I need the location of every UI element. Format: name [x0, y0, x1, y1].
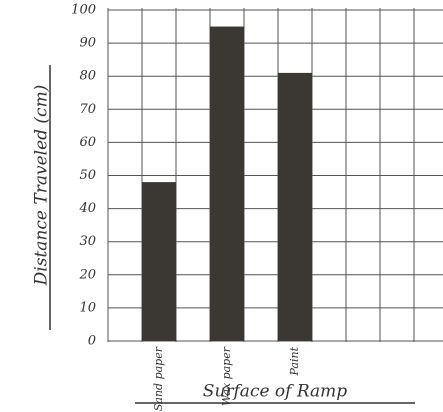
- x-axis-title: Surface of Ramp: [203, 382, 348, 402]
- x-tick-label: Paint: [288, 346, 301, 376]
- y-tick-label: 10: [79, 300, 96, 315]
- x-tick-label: Sand paper: [152, 346, 165, 411]
- y-tick-label: 30: [79, 234, 96, 249]
- y-tick-label: 100: [71, 3, 96, 18]
- y-tick-label: 20: [78, 267, 96, 282]
- y-tick-label: 90: [79, 36, 96, 51]
- y-tick-label: 70: [79, 102, 96, 117]
- y-axis-title: Distance Traveled (cm): [32, 85, 52, 287]
- bar: [142, 182, 176, 341]
- y-tick-label: 50: [79, 168, 96, 183]
- y-tick-label: 60: [79, 135, 96, 150]
- y-tick-label: 80: [79, 69, 96, 84]
- y-tick-label: 40: [78, 201, 96, 216]
- bar: [210, 26, 244, 342]
- bar: [278, 72, 312, 341]
- y-tick-label: 0: [88, 334, 96, 349]
- x-tick-label: Wax paper: [220, 346, 233, 406]
